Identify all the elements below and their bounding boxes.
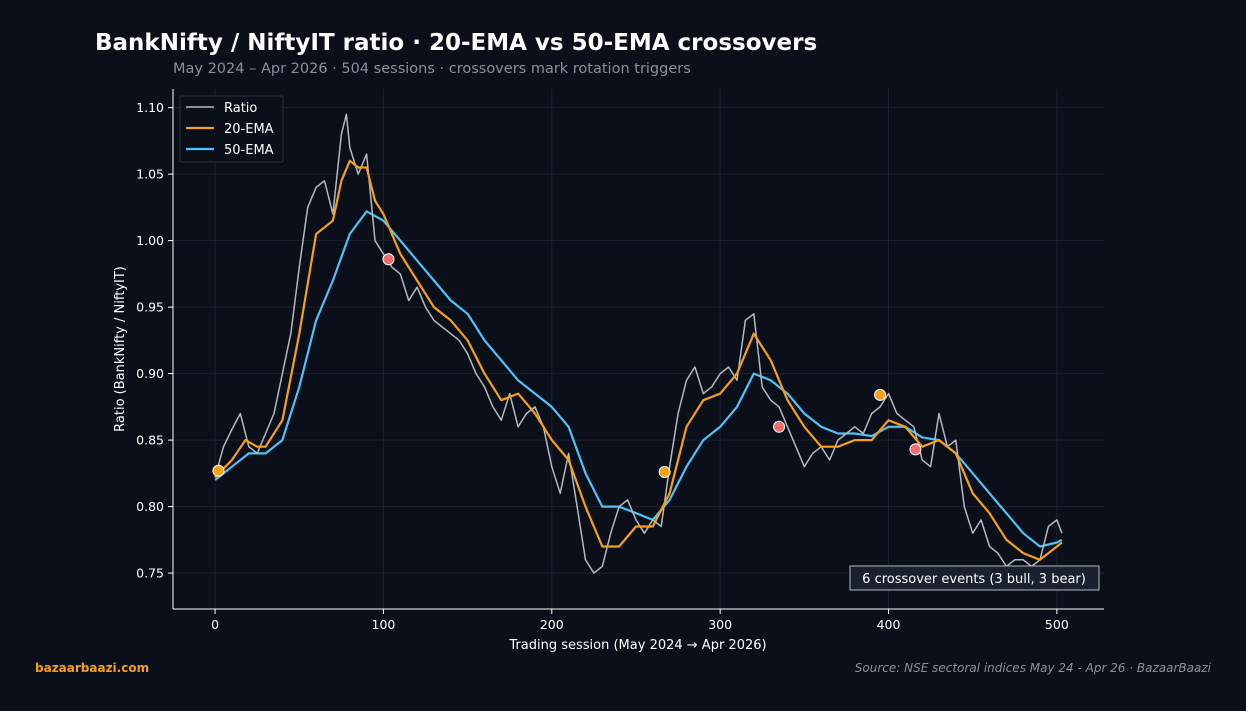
axes-layer: 0 100 200 300 400 500 0.75 0.80 0.85 0.90 0.95 1.00…	[136, 89, 1104, 632]
crossover-marker-bull	[874, 388, 887, 401]
legend: Ratio 20-EMA 50-EMA	[179, 95, 284, 163]
x-axis-label: Trading session (May 2024 → Apr 2026)	[508, 638, 766, 653]
annotation-box	[849, 565, 1100, 591]
y-tick-label: 0.85	[136, 433, 164, 448]
grid-layer	[173, 89, 1104, 609]
brand-watermark: bazaarbaazi.com	[35, 661, 150, 675]
crossover-markers	[212, 253, 922, 479]
x-tick-label: 100	[372, 617, 396, 632]
y-tick-label: 1.05	[136, 167, 164, 182]
y-tick-label: 0.80	[136, 499, 164, 514]
x-tick-label: 300	[708, 617, 732, 632]
y-tick-label: 1.10	[136, 100, 164, 115]
series-line-ema20	[214, 159, 1063, 561]
legend-box	[179, 95, 284, 163]
x-tick-label: 200	[540, 617, 564, 632]
legend-label-ema20: 20-EMA	[224, 122, 274, 137]
legend-label-ema50: 50-EMA	[224, 143, 274, 158]
crossover-marker-bull	[212, 464, 225, 477]
crossover-marker-bear	[909, 443, 922, 456]
crossover-marker-bull	[658, 466, 671, 479]
y-tick-label: 1.00	[136, 233, 164, 248]
x-tick-label: 0	[211, 617, 219, 632]
crossover-marker-bear	[382, 253, 395, 266]
annotation-text: 6 crossover events (3 bull, 3 bear)	[862, 572, 1086, 587]
chart-title: BankNifty / NiftyIT ratio · 20-EMA vs 50…	[95, 30, 818, 56]
x-tick-label: 400	[877, 617, 901, 632]
y-tick-label: 0.75	[136, 566, 164, 581]
x-tick-label: 500	[1045, 617, 1069, 632]
crossover-marker-bear	[773, 420, 786, 433]
source-note: Source: NSE sectoral indices May 24 - Ap…	[854, 661, 1211, 675]
y-tick-label: 0.95	[136, 300, 164, 315]
legend-label-ratio: Ratio	[224, 101, 257, 116]
crossover-annotation: 6 crossover events (3 bull, 3 bear)	[849, 565, 1100, 591]
chart-subtitle: May 2024 – Apr 2026 · 504 sessions · cro…	[173, 61, 691, 77]
y-axis-label: Ratio (BankNifty / NiftyIT)	[113, 266, 128, 432]
series-line-ema50	[214, 210, 1063, 548]
y-tick-label: 0.90	[136, 366, 164, 381]
series-layer	[214, 113, 1063, 574]
series-line-ratio	[214, 113, 1063, 574]
